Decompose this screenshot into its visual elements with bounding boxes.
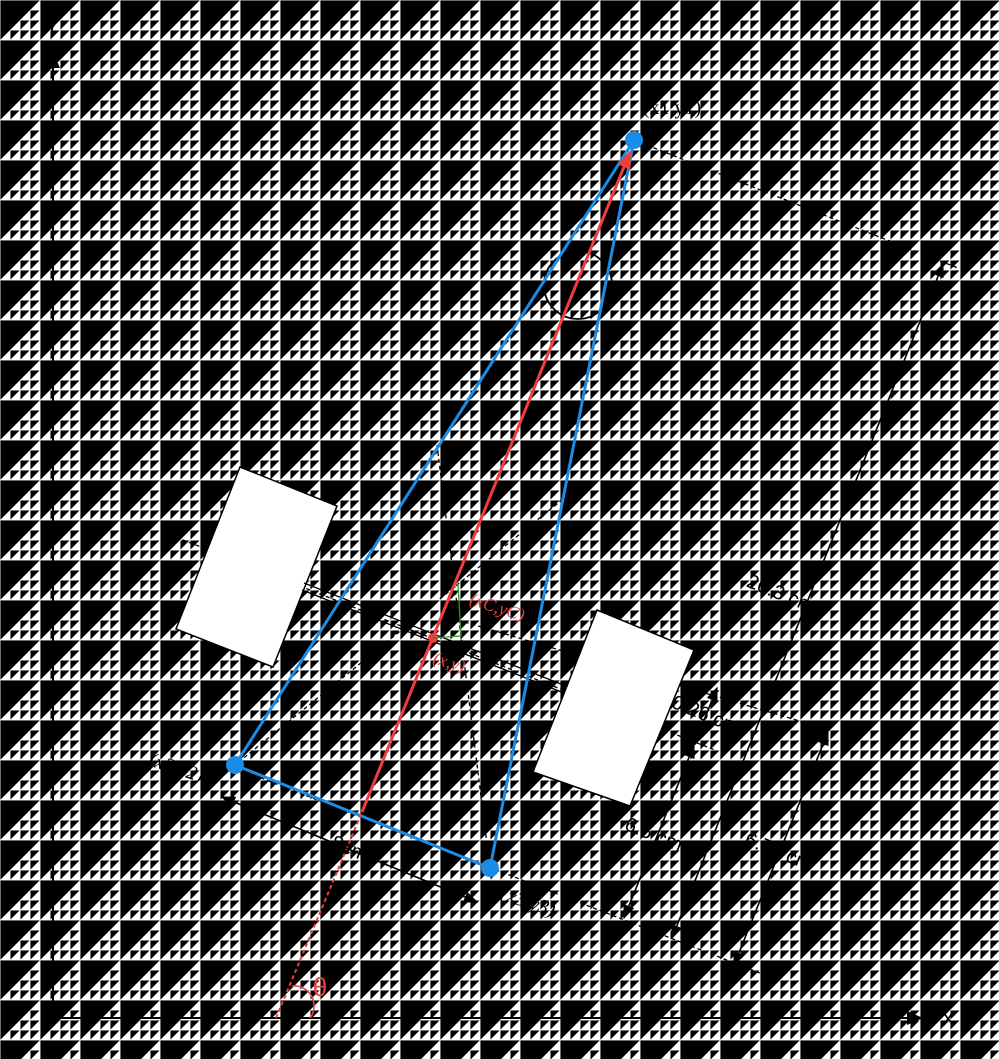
point-3 [481,859,499,877]
x-axis-arrowhead [907,1011,923,1025]
front-line [633,139,959,269]
heading: θ [275,150,632,1019]
theta-label: θ [313,972,327,1002]
caster-wheel [543,250,613,320]
dimensions [220,262,944,967]
left-wheel [175,466,338,668]
width-dimension [220,796,479,903]
offset-dimension [697,686,718,737]
point-1 [625,131,643,149]
centroid-offset-marker [431,583,462,639]
point-2 [226,756,244,774]
point-1-label: (x1,y1) [643,97,701,119]
length-dimension [671,262,944,940]
chassis [175,250,695,807]
centroid-dimension [733,730,829,967]
y-axis-label: Y [45,17,58,39]
heading-vector [360,150,632,813]
x-axis-label: X [941,1009,954,1031]
heading-extension [275,811,363,1019]
theta-arc [291,985,315,1019]
axle-dimension [623,743,695,920]
median-2 [234,494,569,766]
y-axis-arrowhead [46,52,60,68]
axes: Y X [45,17,954,1031]
median-3 [436,444,491,869]
